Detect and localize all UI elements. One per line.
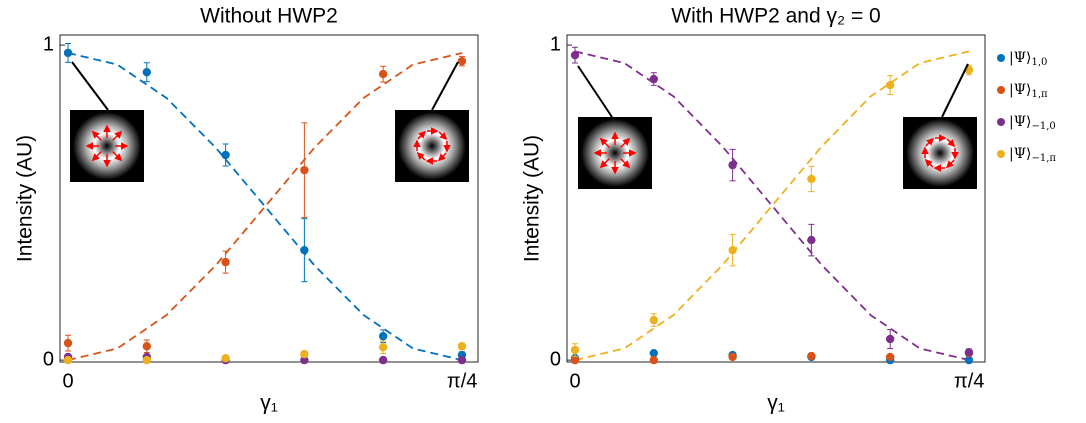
legend-marker bbox=[997, 54, 1005, 62]
data-point bbox=[143, 68, 151, 76]
fit-curve bbox=[68, 53, 462, 360]
legend-marker bbox=[997, 150, 1005, 158]
data-point bbox=[650, 316, 658, 324]
y-axis-label: Intensity (AU) bbox=[14, 135, 37, 262]
x-axis-label: γ₁ bbox=[767, 392, 785, 415]
inset-beam bbox=[73, 112, 141, 180]
data-point bbox=[886, 353, 894, 361]
fit-curve bbox=[575, 51, 969, 360]
data-point bbox=[379, 70, 387, 78]
inset-pointer bbox=[578, 66, 612, 117]
data-point bbox=[300, 350, 308, 358]
y-axis-label: Intensity (AU) bbox=[521, 135, 544, 262]
data-point bbox=[458, 356, 466, 364]
inset-beam bbox=[398, 112, 466, 180]
data-point bbox=[379, 356, 387, 364]
legend-marker bbox=[997, 118, 1005, 126]
legend-label: |Ψ⟩−1,π bbox=[1009, 146, 1056, 164]
legend-label: |Ψ⟩1,0 bbox=[1009, 50, 1047, 68]
y-tick-label: 1 bbox=[43, 33, 54, 55]
figure: Without HWP2 γ₁ Intensity (AU) 0 1 0 π/4 With H… bbox=[0, 0, 1086, 418]
legend-label: |Ψ⟩−1,0 bbox=[1009, 114, 1056, 132]
data-point bbox=[458, 342, 466, 350]
data-point bbox=[300, 166, 308, 174]
x-tick-label: 0 bbox=[569, 370, 580, 392]
data-point bbox=[650, 75, 658, 83]
data-point bbox=[221, 151, 229, 159]
data-point bbox=[571, 346, 579, 354]
data-point bbox=[143, 356, 151, 364]
y-tick-label: 1 bbox=[550, 33, 561, 55]
data-point bbox=[64, 356, 72, 364]
data-point bbox=[379, 332, 387, 340]
x-tick-label: π/4 bbox=[447, 370, 477, 392]
plot-frame bbox=[567, 35, 985, 362]
y-tick-label: 0 bbox=[43, 348, 54, 370]
data-point bbox=[571, 51, 579, 59]
legend-label: |Ψ⟩1,π bbox=[1009, 82, 1048, 100]
data-point bbox=[728, 161, 736, 169]
data-point bbox=[64, 49, 72, 57]
data-point bbox=[64, 339, 72, 347]
legend-marker bbox=[997, 86, 1005, 94]
plot-frame bbox=[60, 35, 478, 362]
data-point bbox=[886, 81, 894, 89]
x-tick-label: π/4 bbox=[954, 370, 984, 392]
data-point bbox=[300, 246, 308, 254]
inset-pointer bbox=[432, 62, 458, 110]
data-point bbox=[728, 246, 736, 254]
y-tick-label: 0 bbox=[550, 348, 561, 370]
data-point bbox=[650, 356, 658, 364]
data-point bbox=[379, 343, 387, 351]
inset-beam bbox=[906, 119, 974, 187]
fit-curve bbox=[68, 53, 462, 360]
x-axis-label: γ₁ bbox=[260, 392, 278, 415]
chart-title: With HWP2 and γ₂ = 0 bbox=[671, 5, 880, 28]
fit-curve bbox=[575, 51, 969, 360]
data-point bbox=[571, 356, 579, 364]
data-point bbox=[221, 354, 229, 362]
inset-beam bbox=[581, 119, 649, 187]
inset-pointer bbox=[942, 64, 968, 117]
data-point bbox=[965, 348, 973, 356]
inset-pointer bbox=[72, 62, 108, 110]
chart-title: Without HWP2 bbox=[200, 5, 338, 28]
x-tick-label: 0 bbox=[62, 370, 73, 392]
data-point bbox=[458, 57, 466, 65]
data-point bbox=[807, 175, 815, 183]
data-point bbox=[143, 342, 151, 350]
data-point bbox=[807, 236, 815, 244]
data-point bbox=[221, 258, 229, 266]
data-point bbox=[728, 353, 736, 361]
data-point bbox=[807, 352, 815, 360]
data-point bbox=[886, 335, 894, 343]
